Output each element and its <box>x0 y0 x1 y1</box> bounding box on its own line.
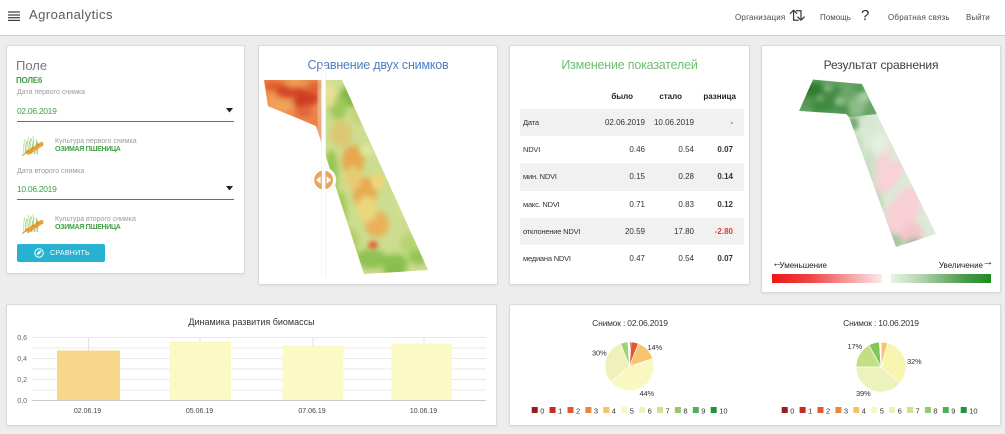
svg-text:05.06.19: 05.06.19 <box>186 408 213 415</box>
svg-text:Уменьшение: Уменьшение <box>780 261 828 270</box>
svg-text:5: 5 <box>880 407 884 416</box>
svg-text:0,6: 0,6 <box>17 335 27 342</box>
svg-text:10: 10 <box>969 407 977 416</box>
svg-text:0: 0 <box>540 407 544 416</box>
svg-text:6: 6 <box>648 407 652 416</box>
svg-text:2: 2 <box>826 407 830 416</box>
svg-text:0,0: 0,0 <box>17 398 27 405</box>
svg-text:7: 7 <box>916 407 920 416</box>
svg-text:0: 0 <box>790 407 794 416</box>
svg-text:32%: 32% <box>907 357 922 366</box>
svg-text:10.06.19: 10.06.19 <box>410 408 437 415</box>
svg-text:0,4: 0,4 <box>17 356 27 363</box>
svg-text:17%: 17% <box>848 342 863 351</box>
svg-text:6: 6 <box>898 407 902 416</box>
svg-text:14%: 14% <box>648 343 663 352</box>
svg-text:5: 5 <box>630 407 634 416</box>
svg-text:9: 9 <box>951 407 955 416</box>
svg-text:Увеличение: Увеличение <box>939 261 984 270</box>
svg-text:9: 9 <box>701 407 705 416</box>
svg-text:39%: 39% <box>856 389 871 398</box>
svg-text:7: 7 <box>666 407 670 416</box>
svg-text:07.06.19: 07.06.19 <box>298 408 325 415</box>
svg-text:30%: 30% <box>592 349 607 358</box>
svg-text:10: 10 <box>719 407 727 416</box>
svg-text:8: 8 <box>683 407 687 416</box>
svg-text:3: 3 <box>594 407 598 416</box>
svg-text:02.06.19: 02.06.19 <box>74 408 101 415</box>
svg-text:1: 1 <box>558 407 562 416</box>
svg-text:2: 2 <box>576 407 580 416</box>
svg-text:44%: 44% <box>640 389 655 398</box>
svg-text:8: 8 <box>933 407 937 416</box>
svg-text:0,2: 0,2 <box>17 377 27 384</box>
svg-text:3: 3 <box>844 407 848 416</box>
svg-text:4: 4 <box>612 407 616 416</box>
svg-text:→: → <box>983 256 994 268</box>
svg-text:←: ← <box>772 258 783 270</box>
svg-text:1: 1 <box>808 407 812 416</box>
svg-text:4: 4 <box>862 407 866 416</box>
